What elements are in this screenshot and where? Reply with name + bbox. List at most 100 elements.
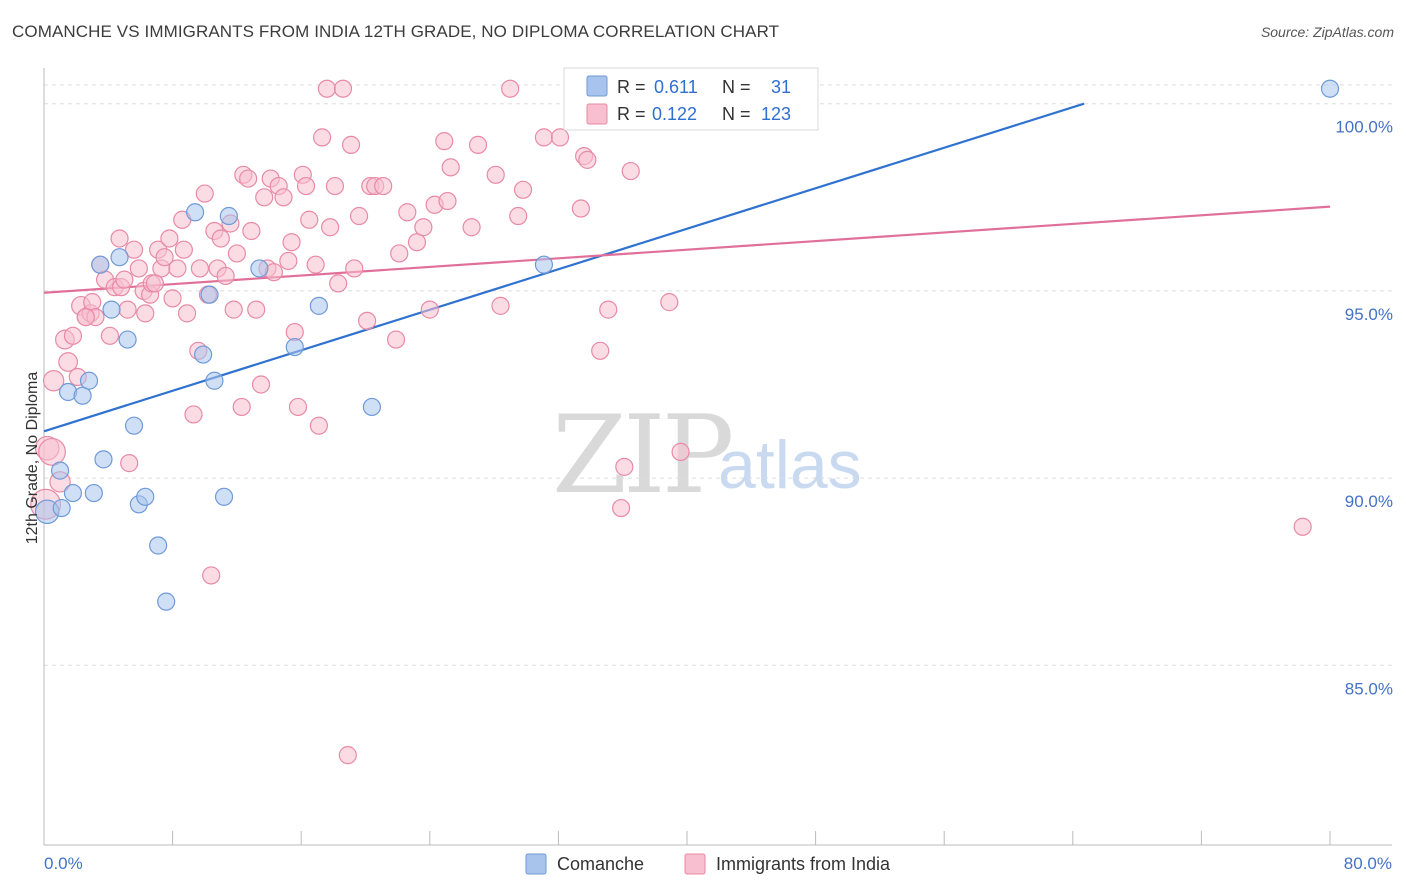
- point-india-75: [325, 176, 345, 196]
- point-india-91: [420, 300, 439, 319]
- point-india-57: [255, 188, 274, 207]
- point-india-26: [136, 304, 155, 323]
- point-india-50: [227, 244, 246, 263]
- watermark-atlas: atlas: [718, 427, 862, 503]
- legend-swatch-india: [586, 103, 608, 125]
- legend-n-value-comanche: 31: [771, 77, 791, 97]
- point-india-69: [300, 210, 319, 229]
- point-india-63: [279, 251, 298, 271]
- point-india-55: [247, 300, 266, 319]
- point-india-36: [174, 240, 193, 259]
- point-comanche-15: [136, 487, 155, 506]
- point-india-70: [306, 255, 325, 274]
- axes: 100.0% 95.0% 90.0% 85.0%: [43, 68, 1393, 846]
- point-india-89: [407, 233, 427, 252]
- point-india-114: [671, 442, 690, 461]
- point-india-77: [333, 79, 353, 98]
- point-india-31: [155, 248, 174, 267]
- point-india-100: [501, 79, 520, 98]
- point-india-41: [195, 184, 214, 203]
- point-india-116: [76, 308, 95, 327]
- point-india-32: [160, 229, 179, 248]
- point-india-40: [190, 259, 210, 278]
- point-india-23: [124, 240, 144, 259]
- point-india-82: [358, 311, 377, 330]
- point-india-18: [110, 229, 129, 248]
- y-tick-label-2: 90.0%: [1345, 492, 1393, 511]
- y-axis-label: 12th Grade, No Diploma: [24, 372, 41, 545]
- point-india-99: [491, 296, 510, 315]
- point-comanche-24: [250, 259, 269, 278]
- point-comanche-21: [205, 371, 224, 390]
- point-comanche-4: [63, 483, 83, 503]
- point-india-80: [345, 259, 364, 278]
- legend-r-label-1: R =: [617, 77, 646, 97]
- point-india-103: [534, 128, 554, 147]
- point-comanche-8: [91, 255, 110, 274]
- point-india-94: [438, 191, 457, 211]
- point-india-49: [224, 300, 243, 319]
- point-india-6: [58, 352, 79, 372]
- legend-n-value-india: 123: [761, 104, 791, 124]
- point-india-86: [386, 330, 406, 349]
- point-comanche-18: [186, 203, 205, 222]
- point-india-43: [202, 566, 221, 585]
- point-india-16: [100, 326, 120, 345]
- point-india-76: [329, 274, 348, 293]
- point-india-87: [390, 244, 409, 263]
- point-comanche-10: [102, 300, 121, 319]
- point-india-73: [317, 79, 337, 98]
- point-india-72: [312, 128, 332, 147]
- point-india-98: [486, 165, 505, 184]
- legend-n-label-2: N =: [722, 104, 751, 124]
- bottom-legend-swatch-india: [684, 853, 706, 875]
- x-tick-max: 80.0%: [1344, 854, 1392, 873]
- point-india-68: [296, 176, 316, 196]
- point-india-2: [38, 437, 66, 466]
- point-comanche-28: [534, 255, 554, 274]
- point-india-3: [42, 370, 65, 392]
- point-india-81: [349, 206, 369, 226]
- point-india-22: [120, 454, 139, 473]
- point-india-47: [216, 266, 235, 286]
- bottom-legend-label-india: Immigrants from India: [716, 854, 891, 874]
- point-comanche-5: [73, 386, 92, 405]
- point-india-110: [599, 300, 618, 319]
- point-india-33: [163, 289, 182, 308]
- point-india-117: [145, 274, 165, 293]
- point-comanche-12: [118, 330, 137, 349]
- source-credit: Source: ZipAtlas.com: [1260, 24, 1394, 40]
- point-comanche-9: [94, 450, 113, 469]
- point-comanche-13: [124, 416, 144, 435]
- point-comanche-16: [149, 536, 168, 555]
- bottom-legend-swatch-comanche: [525, 853, 547, 875]
- point-india-96: [462, 218, 481, 237]
- point-india-102: [513, 180, 533, 199]
- point-india-74: [321, 218, 340, 237]
- point-india-93: [435, 132, 454, 151]
- point-india-112: [621, 161, 640, 181]
- point-india-56: [251, 375, 271, 394]
- point-india-108: [591, 341, 610, 360]
- legend-swatch-comanche: [586, 75, 608, 97]
- point-india-109: [611, 498, 631, 518]
- point-comanche-27: [362, 397, 382, 417]
- point-india-101: [509, 206, 528, 226]
- legend-r-label-2: R =: [617, 104, 646, 124]
- point-india-95: [441, 158, 460, 177]
- bottom-legend-label-comanche: Comanche: [557, 854, 644, 874]
- point-india-78: [338, 746, 357, 765]
- point-comanche-25: [285, 337, 304, 357]
- point-comanche-1: [50, 461, 70, 480]
- watermark-zip: ZIP: [552, 393, 731, 518]
- data-points: [30, 79, 1340, 765]
- y-tick-label-0: 100.0%: [1335, 118, 1393, 137]
- point-comanche-17: [157, 592, 176, 611]
- point-india-37: [177, 304, 197, 323]
- point-india-107: [578, 150, 597, 169]
- point-comanche-30: [1320, 79, 1340, 98]
- point-india-51: [232, 397, 251, 417]
- point-comanche-2: [52, 498, 71, 518]
- point-comanche-7: [84, 483, 103, 503]
